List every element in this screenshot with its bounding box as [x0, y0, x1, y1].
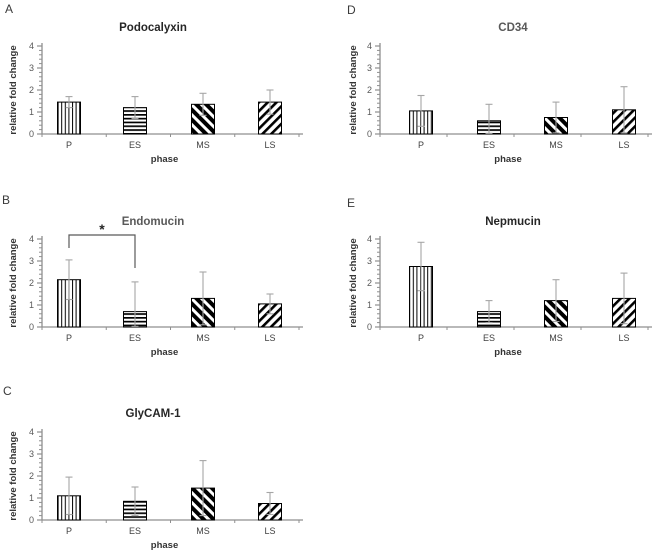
svg-text:0: 0 [29, 129, 34, 139]
svg-text:MS: MS [196, 526, 210, 536]
svg-text:2: 2 [367, 278, 372, 288]
panel-letter-d: D [347, 3, 357, 17]
svg-text:phase: phase [494, 154, 521, 165]
svg-text:P: P [418, 140, 424, 150]
svg-text:MS: MS [196, 333, 210, 343]
svg-text:1: 1 [29, 300, 34, 310]
panel-b-endomucin: B Endomucin 0 1 2 3 4 P ES MS LS phase relative fo… [0, 184, 330, 368]
svg-text:LS: LS [618, 333, 629, 343]
svg-text:ES: ES [129, 526, 141, 536]
svg-text:3: 3 [29, 63, 34, 73]
svg-text:P: P [66, 526, 72, 536]
svg-text:3: 3 [367, 256, 372, 266]
svg-text:4: 4 [29, 41, 34, 51]
svg-text:2: 2 [29, 278, 34, 288]
svg-text:P: P [66, 333, 72, 343]
svg-text:phase: phase [151, 347, 178, 358]
svg-text:3: 3 [367, 63, 372, 73]
svg-text:2: 2 [367, 85, 372, 95]
svg-text:1: 1 [29, 493, 34, 503]
chart-title-podocalyxin: Podocalyxin [119, 22, 187, 34]
svg-text:1: 1 [367, 107, 372, 117]
chart-title-endomucin: Endomucin [121, 216, 185, 228]
panel-c-glycam1: C GlyCAM-1 0 1 2 3 4 P ES MS LS phase relative fol… [0, 368, 330, 552]
svg-text:relative fold change: relative fold change [8, 431, 19, 520]
svg-text:4: 4 [29, 234, 34, 244]
panel-a-podocalyxin: A Podocalyxin 0 1 2 3 4 P ES MS LS phase relative … [0, 0, 330, 184]
svg-text:0: 0 [29, 515, 34, 525]
svg-text:2: 2 [29, 85, 34, 95]
svg-text:4: 4 [367, 234, 372, 244]
panel-letter-a: A [5, 2, 14, 16]
svg-text:relative fold change: relative fold change [348, 45, 359, 134]
svg-text:phase: phase [494, 347, 521, 358]
significance-bracket [68, 234, 136, 268]
panel-letter-b: B [2, 193, 11, 207]
svg-text:ES: ES [483, 140, 495, 150]
svg-text:0: 0 [367, 129, 372, 139]
svg-text:MS: MS [549, 140, 563, 150]
svg-text:2: 2 [29, 471, 34, 481]
chart-title-cd34: CD34 [498, 22, 528, 34]
panel-letter-c: C [3, 384, 13, 398]
svg-text:0: 0 [367, 322, 372, 332]
panel-d-cd34: D CD34 0 1 2 3 4 P ES MS LS phase relative fold ch… [330, 0, 660, 184]
svg-text:1: 1 [29, 107, 34, 117]
svg-text:4: 4 [29, 427, 34, 437]
svg-text:LS: LS [264, 526, 275, 536]
bar-chart-nepmucin: 0 1 2 3 4 P ES MS LS phase relative fold change [348, 234, 652, 358]
svg-text:ES: ES [129, 140, 141, 150]
svg-text:P: P [66, 140, 72, 150]
svg-text:LS: LS [618, 140, 629, 150]
svg-text:P: P [418, 333, 424, 343]
panel-letter-e: E [347, 196, 356, 210]
svg-text:LS: LS [264, 140, 275, 150]
svg-text:LS: LS [264, 333, 275, 343]
svg-text:3: 3 [29, 256, 34, 266]
svg-text:1: 1 [367, 300, 372, 310]
bar-chart-glycam1: 0 1 2 3 4 P ES MS LS phase relative fold change [8, 427, 303, 551]
svg-text:4: 4 [367, 41, 372, 51]
svg-text:3: 3 [29, 449, 34, 459]
bar-chart-cd34: 0 1 2 3 4 P ES MS LS phase relative fold change [348, 41, 652, 165]
svg-text:ES: ES [129, 333, 141, 343]
panel-e-nepmucin: E Nepmucin 0 1 2 3 4 P ES MS LS phase relative fol… [330, 184, 660, 368]
svg-text:MS: MS [549, 333, 563, 343]
svg-text:ES: ES [483, 333, 495, 343]
svg-text:relative fold change: relative fold change [8, 238, 19, 327]
chart-title-nepmucin: Nepmucin [485, 216, 541, 228]
svg-text:relative fold change: relative fold change [8, 45, 19, 134]
svg-text:0: 0 [29, 322, 34, 332]
svg-text:phase: phase [151, 154, 178, 165]
bar-chart-podocalyxin: 0 1 2 3 4 P ES MS LS phase relative fold change [8, 41, 303, 165]
significance-asterisk: * [99, 221, 105, 237]
chart-title-glycam1: GlyCAM-1 [125, 408, 181, 420]
bar-chart-endomucin: 0 1 2 3 4 P ES MS LS phase relative fold change * [8, 221, 303, 358]
svg-text:relative fold change: relative fold change [348, 238, 359, 327]
svg-text:MS: MS [196, 140, 210, 150]
svg-text:phase: phase [151, 540, 178, 551]
